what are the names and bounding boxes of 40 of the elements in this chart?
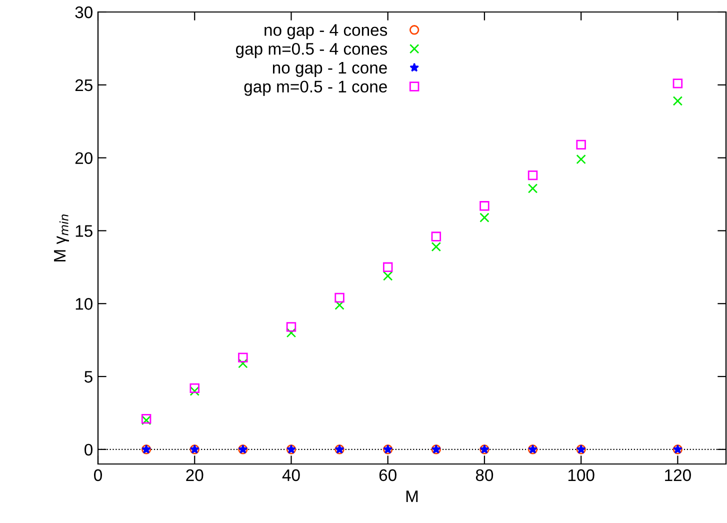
y-tick-label: 25	[75, 79, 92, 92]
y-tick-label: 0	[84, 444, 92, 456]
point	[672, 78, 683, 88]
point	[672, 96, 683, 106]
point	[238, 358, 248, 368]
point	[528, 184, 538, 194]
point	[190, 383, 200, 394]
point	[480, 212, 490, 222]
point	[190, 386, 200, 396]
x-axis-title: M	[406, 490, 418, 502]
point	[431, 242, 442, 252]
point	[334, 300, 344, 310]
point	[382, 271, 393, 281]
x-tick-label: 80	[476, 469, 494, 482]
point	[480, 201, 490, 211]
y-axis-title: M γ$_{min}$	[54, 214, 69, 262]
x-tick-label: 100	[568, 469, 594, 482]
legend-label: gap m=0.5 - 4 cones	[236, 42, 388, 58]
x-tick-label: 60	[379, 469, 396, 482]
point	[286, 322, 296, 332]
point	[238, 352, 248, 362]
y-tick-label: 15	[76, 225, 92, 237]
point	[576, 154, 586, 164]
point	[334, 292, 344, 303]
legend-label: no gap - 4 cones	[264, 24, 388, 40]
point	[382, 262, 393, 272]
point	[431, 232, 442, 242]
y-tick-label: 30	[75, 6, 92, 18]
y-tick-label: 10	[76, 298, 92, 310]
y-tick-label: 20	[75, 152, 92, 164]
point	[528, 170, 538, 180]
legend-label: no gap - 1 cone	[272, 62, 387, 77]
point	[576, 140, 586, 150]
x-tick-label: 40	[282, 469, 300, 482]
legend-label: gap m=0.5 - 1 cone	[244, 80, 387, 96]
x-tick-label: 120	[665, 469, 691, 482]
x-tick-label: 0	[94, 469, 102, 482]
y-tick-label: 5	[84, 371, 92, 383]
point	[286, 328, 296, 338]
x-tick-label: 20	[186, 469, 204, 482]
